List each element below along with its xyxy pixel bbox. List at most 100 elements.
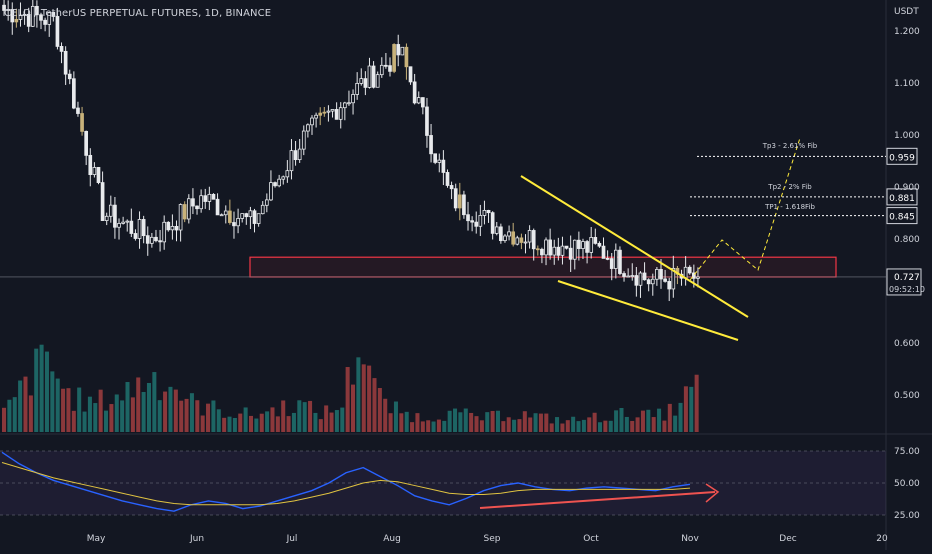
- volume-bar: [512, 419, 517, 432]
- candle-body: [351, 94, 355, 104]
- candle-body: [457, 194, 462, 209]
- volume-bar: [624, 416, 629, 432]
- price-tick-label: 0.800: [894, 235, 920, 245]
- candle-body: [425, 106, 429, 136]
- candle-body: [67, 73, 72, 80]
- target-price-box: [886, 188, 918, 206]
- volume-bar: [324, 405, 329, 432]
- candle-body: [359, 78, 364, 84]
- candle-body: [494, 226, 499, 234]
- volume-bar: [399, 413, 404, 432]
- candle-body: [642, 272, 647, 281]
- volume-bar: [77, 387, 82, 432]
- volume-bar: [351, 384, 356, 432]
- volume-bar: [222, 417, 227, 432]
- rsi-tick-label: 50.00: [894, 479, 920, 489]
- volume-bar: [383, 398, 388, 432]
- candle-body: [51, 11, 56, 17]
- candle-body: [228, 210, 232, 223]
- candle-body: [318, 112, 323, 116]
- candle-body: [568, 247, 573, 260]
- volume-bar: [587, 417, 592, 432]
- candle-body: [347, 102, 351, 105]
- candle-body: [22, 13, 27, 16]
- volume-bar: [640, 410, 645, 432]
- candle-body: [199, 195, 203, 210]
- volume-bar: [415, 413, 420, 432]
- candle-body: [630, 275, 635, 277]
- candle-body: [113, 204, 117, 228]
- price-tick-label: 1.000: [894, 131, 920, 141]
- candle-body: [659, 269, 663, 280]
- volume-bar: [141, 391, 146, 432]
- candle-body: [622, 273, 626, 277]
- volume-bar: [630, 420, 635, 432]
- candle-body: [211, 193, 216, 200]
- candle-body: [39, 14, 43, 21]
- candle-body: [540, 248, 544, 256]
- volume-bar: [393, 401, 398, 432]
- candle-body: [236, 218, 240, 227]
- candle-body: [170, 226, 175, 231]
- current-price-box: [886, 268, 922, 296]
- rsi-trendline: [479, 491, 716, 509]
- volume-bar: [345, 367, 350, 432]
- volume-bar: [87, 396, 92, 432]
- candle-body: [100, 182, 105, 221]
- target-price-label: 0.959: [889, 153, 915, 163]
- volume-bar: [657, 408, 662, 432]
- support-zone[interactable]: [0, 256, 886, 278]
- candle-body: [441, 159, 446, 173]
- candle-body: [182, 204, 187, 220]
- candle-body: [363, 78, 368, 88]
- candle-body: [43, 19, 47, 25]
- candle-body: [400, 46, 405, 56]
- time-tick-label: Sep: [484, 534, 501, 544]
- volume-bar: [426, 420, 431, 432]
- volume-bar: [195, 400, 200, 432]
- candle-body: [650, 278, 655, 285]
- volume-bar: [495, 410, 500, 432]
- falling-wedge[interactable]: [520, 175, 749, 341]
- candle-body: [47, 11, 52, 25]
- symbol-header: CELO / TetherUS PERPETUAL FUTURES, 1D, B…: [4, 8, 272, 19]
- candle-body: [260, 204, 265, 215]
- volume-bar: [506, 417, 511, 432]
- candle-body: [449, 185, 454, 190]
- volume-bar: [168, 386, 173, 432]
- volume-bar: [130, 397, 135, 432]
- price-candles[interactable]: [2, 0, 700, 302]
- candle-body: [125, 220, 130, 223]
- candle-body: [552, 246, 557, 256]
- volume-bar: [157, 400, 162, 432]
- volume-bar: [533, 413, 538, 432]
- volume-bar: [66, 388, 71, 432]
- rsi-ma-line: [1, 462, 691, 506]
- volume-bar: [560, 423, 565, 432]
- candle-body: [84, 130, 89, 156]
- candle-body: [92, 167, 97, 176]
- candle-body: [482, 210, 487, 216]
- volume-bar: [404, 411, 409, 432]
- volume-bar: [28, 395, 33, 432]
- candle-body: [396, 44, 401, 56]
- candle-body: [523, 241, 528, 244]
- support-zone-box: [249, 256, 837, 278]
- candle-body: [150, 236, 154, 244]
- target-price-box: [886, 207, 918, 225]
- candle-body: [166, 221, 171, 231]
- volume-bar: [442, 420, 447, 432]
- volume-bar: [291, 412, 296, 432]
- candle-body: [215, 198, 220, 216]
- candle-body: [121, 221, 125, 224]
- candle-body: [478, 215, 483, 227]
- candle-body: [326, 110, 331, 113]
- candle-body: [207, 193, 212, 202]
- time-tick-label: Jul: [286, 534, 298, 544]
- candle-body: [638, 272, 643, 286]
- target-levels[interactable]: Tp3 - 2.61% Fib 0.959 Tp2 - 2% Fib 0.881 TP1…: [690, 142, 918, 225]
- price-tick-label: 0.500: [894, 391, 920, 401]
- candle-body: [306, 124, 310, 132]
